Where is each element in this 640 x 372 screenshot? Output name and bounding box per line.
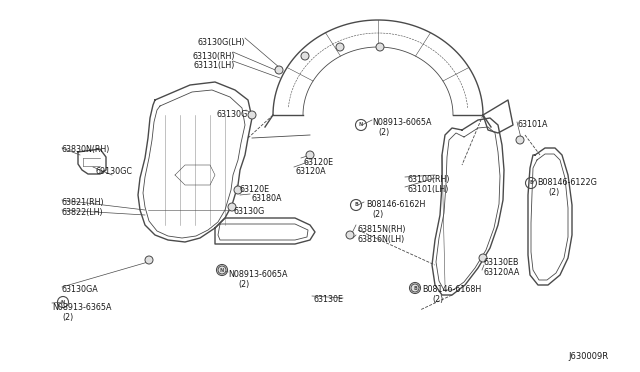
Text: (2): (2) [432,295,444,304]
Circle shape [411,284,419,292]
Text: B: B [354,202,358,208]
Circle shape [218,266,226,274]
Text: B08146-6162H: B08146-6162H [366,200,426,209]
Text: B: B [413,285,417,291]
Text: N08913-6365A: N08913-6365A [52,303,111,312]
Text: 63120E: 63120E [303,158,333,167]
Text: (2): (2) [372,210,383,219]
Circle shape [275,66,283,74]
Text: (2): (2) [548,188,559,197]
Circle shape [228,203,236,211]
Circle shape [376,43,384,51]
Circle shape [248,111,256,119]
Text: 63101A: 63101A [518,120,548,129]
Text: B08146-6168H: B08146-6168H [422,285,481,294]
Text: 63180A: 63180A [252,194,282,203]
Text: N: N [359,122,363,128]
Circle shape [234,186,242,194]
Text: 63130G: 63130G [234,207,265,216]
Text: 63131(LH): 63131(LH) [194,61,235,70]
Text: (2): (2) [62,313,73,322]
Text: (2): (2) [378,128,389,137]
Text: 69130GC: 69130GC [95,167,132,176]
Text: 63815N(RH): 63815N(RH) [358,225,406,234]
Text: 63816N(LH): 63816N(LH) [358,235,405,244]
Text: 63120AA: 63120AA [484,268,520,277]
Circle shape [336,43,344,51]
Text: J630009R: J630009R [568,352,608,361]
Text: (2): (2) [238,280,249,289]
Text: B: B [529,180,533,186]
Text: 63101(LH): 63101(LH) [407,185,449,194]
Text: 63130E: 63130E [314,295,344,304]
Text: 63100(RH): 63100(RH) [407,175,449,184]
Text: N: N [61,299,65,305]
Text: 63822(LH): 63822(LH) [62,208,104,217]
Text: 63130G(LH): 63130G(LH) [197,38,245,47]
Text: N08913-6065A: N08913-6065A [372,118,431,127]
Text: 63130EB: 63130EB [484,258,520,267]
Text: 63120A: 63120A [296,167,326,176]
Text: 63130(RH): 63130(RH) [193,52,235,61]
Text: N08913-6065A: N08913-6065A [228,270,287,279]
Circle shape [145,256,153,264]
Text: 63130G: 63130G [217,110,248,119]
Text: N: N [220,267,224,273]
Text: 63821(RH): 63821(RH) [62,198,104,207]
Circle shape [479,254,487,262]
Text: 63830N(RH): 63830N(RH) [62,145,110,154]
Text: 63130GA: 63130GA [62,285,99,294]
Text: 63120E: 63120E [239,185,269,194]
Circle shape [346,231,354,239]
Circle shape [306,151,314,159]
Circle shape [516,136,524,144]
Circle shape [301,52,309,60]
Text: B08146-6122G: B08146-6122G [537,178,597,187]
